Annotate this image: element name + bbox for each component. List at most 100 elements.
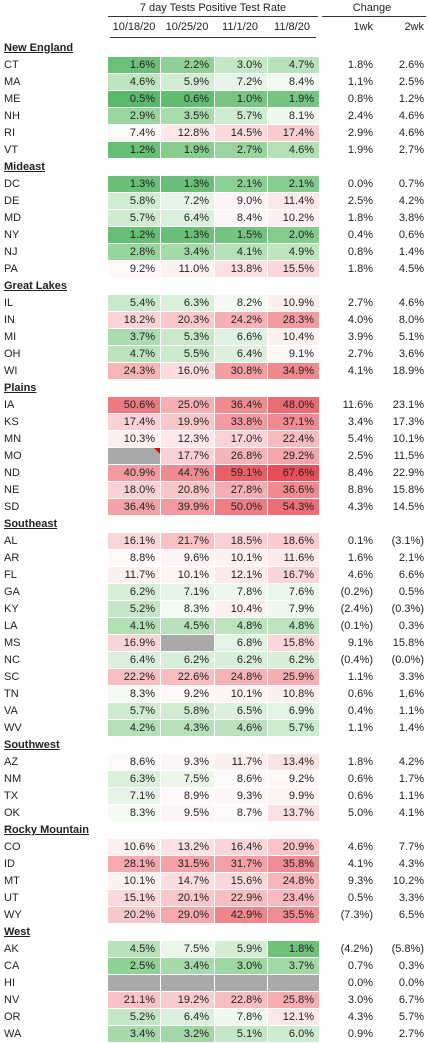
rate-cell: 50.6% [108, 397, 160, 413]
rate-cell: 2.7% [215, 142, 267, 158]
change-1wk: 0.7% [347, 960, 373, 972]
table-row: FL 11.7% 10.1% 12.1% 16.7% 4.6% 6.6% [0, 567, 428, 584]
change-1wk: (0.4%) [340, 654, 373, 666]
table-row: WY 20.2% 29.0% 42.9% 35.5% (7.3%) 6.5% [0, 907, 428, 924]
rate-cell: 16.9% [108, 635, 160, 651]
state-label: ME [4, 93, 21, 105]
rate-cell: 3.5% [161, 108, 214, 124]
change-1wk: 0.4% [347, 705, 373, 717]
state-label: RI [4, 127, 15, 139]
region-label: Southeast [4, 518, 58, 530]
rate-cell: 8.6% [215, 771, 267, 787]
rate-cell [268, 975, 319, 991]
state-label: MS [4, 637, 21, 649]
rate-cell: 5.7% [268, 720, 319, 736]
rate-cell: 4.8% [215, 618, 267, 634]
table-row: OH 4.7% 5.5% 6.4% 9.1% 2.7% 3.6% [0, 346, 428, 363]
change-2wk: 2.7% [398, 1028, 424, 1040]
rate-cell: 26.8% [215, 448, 267, 464]
rate-cell: 7.2% [215, 74, 267, 90]
rate-cell: 3.7% [108, 329, 160, 345]
region-label: Great Lakes [4, 280, 67, 292]
rate-cell: 44.7% [161, 465, 214, 481]
state-label: AK [4, 943, 19, 955]
change-2wk: (0.3%) [391, 603, 424, 615]
region-label: Southwest [4, 739, 60, 751]
rate-cell: 9.5% [161, 805, 214, 821]
rate-cell: 6.3% [161, 295, 214, 311]
change-1wk: 4.1% [347, 858, 373, 870]
change-2wk: 1.1% [398, 790, 424, 802]
rate-cell: 1.2% [108, 227, 160, 243]
change-1wk: 8.8% [347, 484, 373, 496]
rate-cell: 59.1% [215, 465, 267, 481]
change-1wk: 4.0% [347, 314, 373, 326]
rate-cell: 8.2% [215, 295, 267, 311]
change-1wk: 3.4% [347, 416, 373, 428]
rate-cell: 29.0% [161, 907, 214, 923]
change-1wk: 4.6% [347, 841, 373, 853]
change-2wk: 0.7% [398, 178, 424, 190]
rate-cell: 3.0% [215, 57, 267, 73]
region-header: West [0, 924, 428, 941]
change-2wk: 3.3% [398, 892, 424, 904]
change-2wk: 1.4% [398, 246, 424, 258]
change-1wk: 0.8% [347, 93, 373, 105]
rate-cell: 6.6% [215, 329, 267, 345]
rate-cell: 6.2% [161, 652, 214, 668]
rate-cell: 9.6% [161, 550, 214, 566]
change-1wk: 4.6% [347, 569, 373, 581]
rate-cell: 12.1% [215, 567, 267, 583]
rate-cell: 2.8% [108, 244, 160, 260]
change-1wk: 2.7% [347, 297, 373, 309]
table-row: MS 16.9% 6.8% 15.8% 9.1% 15.8% [0, 635, 428, 652]
state-label: CO [4, 841, 21, 853]
change-1wk: 1.8% [347, 212, 373, 224]
rate-cell: 4.8% [268, 618, 319, 634]
change-2wk: (3.1%) [391, 535, 424, 547]
table-row: MA 4.6% 5.9% 7.2% 8.4% 1.1% 2.5% [0, 74, 428, 91]
rate-cell: 5.2% [108, 601, 160, 617]
rate-cell: 6.4% [108, 652, 160, 668]
table-row: IA 50.6% 25.0% 36.4% 48.0% 11.6% 23.1% [0, 397, 428, 414]
state-label: FL [4, 569, 17, 581]
rate-cell: 31.7% [215, 856, 267, 872]
rate-cell: 17.0% [215, 431, 267, 447]
table-row: VA 5.7% 5.8% 6.5% 6.9% 0.4% 1.1% [0, 703, 428, 720]
rate-cell: 18.2% [108, 312, 160, 328]
table-row: RI 7.4% 12.8% 14.5% 17.4% 2.9% 4.6% [0, 125, 428, 142]
rate-cell: 1.0% [215, 91, 267, 107]
rate-cell: 16.7% [268, 567, 319, 583]
change-1wk: 0.9% [347, 1028, 373, 1040]
change-1wk: 9.1% [347, 637, 373, 649]
state-label: OK [4, 807, 20, 819]
col-header-date-2: 10/25/20 [165, 21, 209, 33]
change-1wk: (7.3%) [340, 909, 373, 921]
rate-cell: 1.3% [161, 176, 214, 192]
change-1wk: 1.6% [347, 552, 373, 564]
comment-flag-icon [154, 448, 160, 454]
rate-cell: 22.2% [108, 669, 160, 685]
rate-cell: 16.0% [161, 363, 214, 379]
rate-cell: 1.8% [268, 941, 319, 957]
col-header-date-4: 11/8/20 [274, 21, 310, 33]
state-label: AZ [4, 756, 19, 768]
rate-cell: 5.3% [161, 329, 214, 345]
state-label: IA [4, 399, 15, 411]
rate-cell: 37.1% [268, 414, 319, 430]
change-1wk: 3.0% [347, 994, 373, 1006]
rate-cell: 5.4% [108, 295, 160, 311]
table-row: UT 15.1% 20.1% 22.9% 23.4% 0.5% 3.3% [0, 890, 428, 907]
state-label: OH [4, 348, 21, 360]
state-label: PA [4, 263, 18, 275]
change-2wk: 2.7% [398, 144, 424, 156]
rate-cell: 13.2% [161, 839, 214, 855]
state-label: CA [4, 960, 20, 972]
rate-cell: 5.9% [215, 941, 267, 957]
state-label: NY [4, 229, 20, 241]
change-1wk: 4.3% [347, 501, 373, 513]
rate-cell: 0.6% [161, 91, 214, 107]
rate-cell: 4.5% [161, 618, 214, 634]
rate-cell: 9.9% [268, 788, 319, 804]
state-label: NC [4, 654, 20, 666]
